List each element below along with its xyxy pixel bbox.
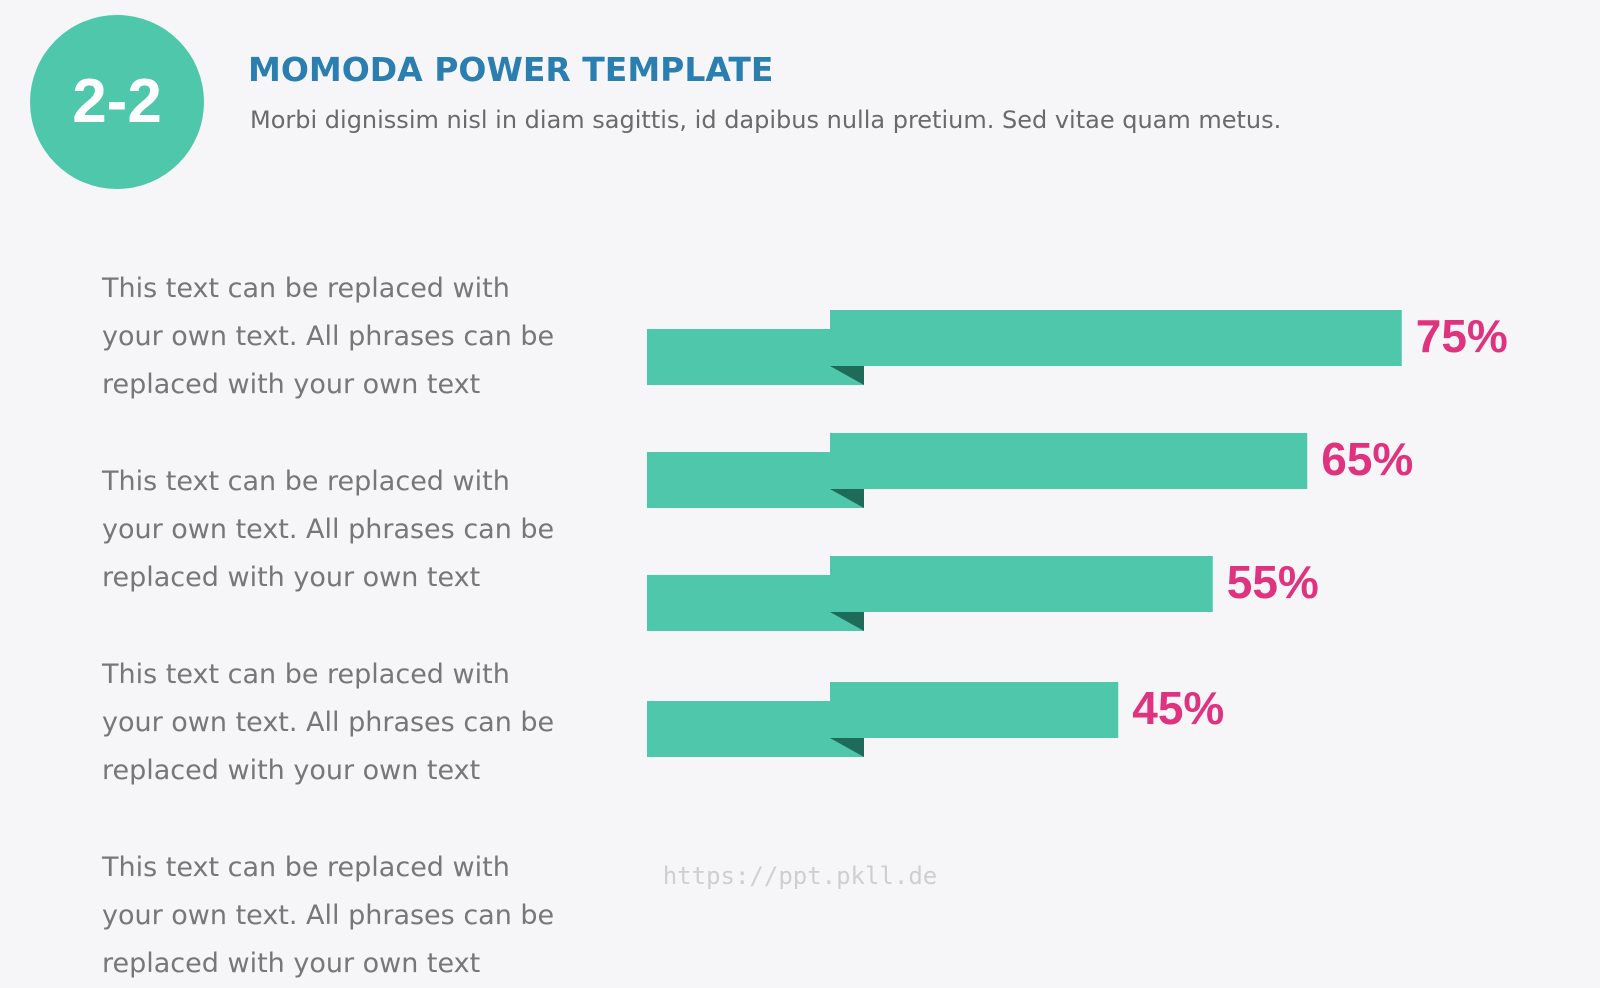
description: This text can be replaced with your own … xyxy=(102,466,555,593)
ribbon-fold xyxy=(830,612,864,631)
badge: 2-2 xyxy=(72,67,162,136)
bar xyxy=(830,682,1119,738)
slide: 2-2 MOMODA POWER TEMPLATE Morbi dignissi… xyxy=(30,15,1508,979)
title: MOMODA POWER TEMPLATE xyxy=(248,50,774,89)
bar xyxy=(830,433,1308,489)
description: This text can be replaced with your own … xyxy=(102,273,555,400)
ribbon-tail xyxy=(647,701,864,757)
ribbon-fold xyxy=(830,366,864,385)
value-label: 45% xyxy=(1132,682,1224,734)
bar xyxy=(830,310,1402,366)
ribbon-tail xyxy=(647,452,864,508)
ribbon-fold xyxy=(830,738,864,757)
ribbon-tail xyxy=(647,329,864,385)
footer-url: https://ppt.pkll.de xyxy=(662,862,938,890)
bar xyxy=(830,556,1213,612)
subtitle: Morbi dignissim nisl in diam sagittis, i… xyxy=(250,106,1282,134)
description: This text can be replaced with your own … xyxy=(102,852,555,979)
ribbon-fold xyxy=(830,489,864,508)
value-label: 75% xyxy=(1416,310,1508,362)
value-label: 65% xyxy=(1321,433,1413,485)
badge-circle xyxy=(30,15,204,189)
value-label: 55% xyxy=(1227,556,1319,608)
description: This text can be replaced with your own … xyxy=(102,659,555,786)
ribbon-tail xyxy=(647,575,864,631)
chart: 75% 65% 55% 45% xyxy=(647,310,1508,757)
